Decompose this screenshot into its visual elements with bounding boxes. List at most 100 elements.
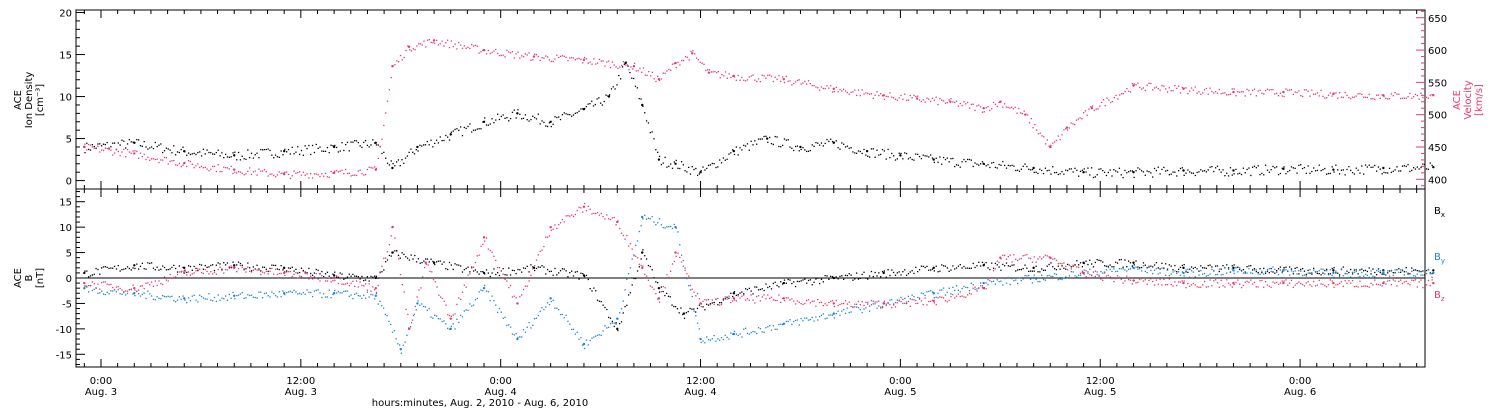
bx-trace-dot [711,302,713,304]
by-trace-dot [182,295,184,297]
by-trace-dot [548,303,551,306]
bz-trace-dot [591,213,593,215]
ion-density-trace-dot [1068,168,1071,170]
bx-trace-dot [1242,268,1245,271]
bx-trace-dot [1126,266,1128,268]
by-trace-dot [1425,272,1428,275]
bx-trace-dot [332,273,334,275]
bx-trace-dot [1424,274,1426,276]
velocity-trace-dot [256,174,258,176]
bz-trace-dot [954,297,956,299]
by-trace-dot [528,321,530,324]
velocity-trace-dot [435,39,438,41]
bz-trace-dot [978,287,980,289]
ion-density-trace-dot [902,158,904,160]
ion-density-trace-dot [354,140,356,142]
by-trace-dot [872,303,874,305]
series-label-main: B [1434,252,1441,263]
ion-density-trace-dot [509,117,512,120]
velocity-trace-dot [1357,93,1359,95]
ion-density-trace-dot [629,71,631,74]
ion-density-trace-dot [872,148,874,150]
by-trace-dot [673,223,676,226]
ion-density-point [732,149,736,153]
bz-trace-dot [979,285,982,287]
by-trace-dot [1131,265,1133,267]
by-trace-dot [1337,272,1339,274]
velocity-trace-dot [1337,97,1339,99]
by-trace-dot [160,298,162,300]
bz-trace-dot [558,223,560,226]
bx-trace-dot [946,267,948,269]
by-trace-dot [904,297,906,300]
bx-trace-dot [1377,268,1380,270]
velocity-trace-dot [324,172,327,175]
by-trace-dot [213,296,216,299]
by-trace-dot [1387,270,1389,272]
bx-trace-dot [1205,267,1208,269]
by-trace-dot [1168,274,1171,277]
by-trace-dot [1192,271,1195,273]
bz-trace-dot [1370,282,1372,285]
velocity-trace-dot [526,54,528,56]
bx-trace-dot [202,268,205,270]
velocity-trace-dot [648,70,650,73]
ion-density-trace-dot [968,158,971,161]
by-trace-dot [763,331,765,333]
velocity-trace-dot [697,59,700,61]
velocity-trace-dot [1142,87,1145,89]
bz-trace-dot [1011,261,1013,263]
bz-trace-dot [445,304,447,306]
bx-trace-dot [1277,268,1280,270]
ion-density-trace-dot [802,146,804,149]
ion-density-trace-dot [918,155,921,158]
bz-trace-dot [1139,278,1141,281]
velocity-trace-dot [933,99,935,101]
by-trace-dot [162,294,164,297]
by-trace-dot [789,319,791,321]
ion-density-trace-dot [256,152,258,154]
bx-trace-dot [722,299,725,301]
by-trace-dot [254,296,256,299]
bx-trace-dot [100,267,103,269]
bz-trace-dot [850,305,852,308]
by-trace-dot [1211,268,1213,270]
bz-trace-dot [295,271,297,274]
ion-density-trace-dot [93,145,95,148]
bz-trace-dot [1090,275,1093,277]
ion-density-trace-dot [180,148,182,151]
bz-trace-dot [682,265,684,267]
velocity-trace-dot [1240,91,1243,93]
by-trace-dot [1205,275,1208,277]
bx-trace-dot [204,264,206,267]
by-trace-dot [386,315,388,317]
bz-trace-dot [680,261,683,263]
by-point [282,292,286,295]
ion-density-trace-dot [653,138,655,140]
velocity-trace-dot [898,97,900,99]
bz-trace-dot [963,296,965,298]
by-trace-dot [191,295,193,297]
velocity-trace-dot [991,108,993,110]
by-trace-dot [915,299,917,302]
velocity-trace-dot [1296,91,1298,94]
bz-trace-dot [950,295,952,298]
bz-trace-dot [1431,279,1433,281]
bx-trace-dot [598,300,601,302]
ion-density-trace-dot [149,147,151,149]
velocity-trace-dot [600,60,602,62]
ion-density-trace-dot [991,162,993,164]
bx-trace-dot [833,277,836,280]
bz-trace-dot [377,284,379,287]
velocity-trace-dot [587,62,589,64]
bx-trace-dot [620,321,623,323]
ion-density-trace-dot [1222,169,1224,171]
bz-trace-dot [1344,280,1346,282]
bz-trace-dot [1366,285,1369,287]
velocity-trace-dot [217,164,219,166]
ion-density-trace-dot [530,118,532,121]
velocity-trace-dot [798,79,800,81]
bx-trace-dot [215,264,218,266]
ion-density-trace-dot [261,149,264,151]
bx-trace-dot [496,272,499,274]
